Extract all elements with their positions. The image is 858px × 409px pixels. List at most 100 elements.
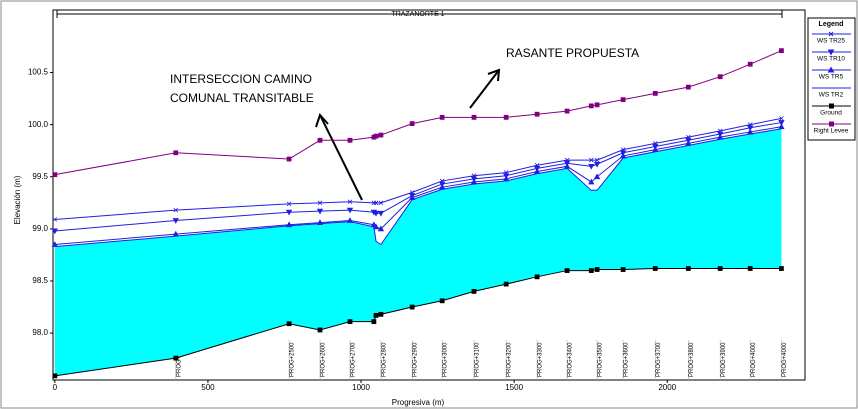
marker	[717, 266, 723, 271]
station-label: PROG+3700	[656, 342, 662, 377]
marker	[286, 321, 292, 327]
marker	[471, 289, 477, 294]
marker	[593, 161, 601, 168]
station-label: PROG+2700	[351, 342, 357, 377]
legend-label: WS TR25	[817, 38, 845, 45]
legend-marker-shape	[829, 121, 834, 127]
y-tick-label: 99.5	[32, 172, 48, 181]
station-label: PROG+3600	[624, 342, 630, 377]
legend-label: WS TR2	[819, 92, 844, 99]
marker	[373, 200, 379, 206]
marker	[371, 319, 377, 325]
marker	[588, 103, 594, 109]
x-tick-label: 0	[53, 383, 58, 392]
station-label: PROG+3500	[598, 342, 604, 377]
station-label: PROG+2500	[290, 342, 296, 377]
annotation: INTERSECCION CAMINO	[170, 72, 312, 86]
marker	[377, 225, 385, 232]
marker	[534, 274, 540, 280]
series-line	[54, 122, 782, 232]
marker	[588, 268, 594, 273]
legend-label: WS TR10	[817, 56, 845, 63]
legend-marker	[829, 121, 834, 127]
legend-label: Right Levee	[814, 128, 849, 135]
y-axis-label: Elevación (m)	[13, 175, 22, 224]
marker	[346, 207, 354, 214]
marker	[503, 281, 509, 287]
station-label: PROG+3800	[689, 342, 695, 377]
x-tick-label: 500	[201, 383, 215, 392]
station-label: PROG+2900	[413, 342, 419, 377]
marker	[317, 137, 323, 143]
station-label: PROG+2600	[321, 342, 327, 377]
legend-title: Legend	[819, 21, 844, 28]
x-tick-label: 1500	[505, 383, 523, 392]
marker	[286, 201, 292, 207]
station-label: PROG+2400	[176, 342, 182, 377]
marker	[373, 133, 379, 139]
x-tick-label: 2000	[658, 383, 676, 392]
marker	[51, 228, 59, 235]
marker	[778, 120, 785, 126]
marker	[347, 319, 353, 325]
legend-marker	[829, 103, 834, 109]
station-label: PROG+3300	[538, 342, 544, 377]
legend-label: WS TR5	[819, 74, 844, 81]
marker	[286, 156, 292, 162]
marker	[594, 157, 600, 163]
marker	[373, 312, 379, 318]
marker	[594, 267, 600, 272]
series-line	[54, 128, 782, 248]
marker	[378, 132, 384, 138]
y-tick-label: 98.0	[32, 328, 48, 337]
station-label: PROG+3100	[475, 342, 481, 377]
marker	[409, 304, 415, 310]
marker	[564, 268, 570, 273]
marker	[588, 178, 595, 185]
legend-marker-shape	[829, 103, 834, 109]
marker	[372, 223, 380, 230]
marker	[409, 121, 415, 127]
marker	[377, 210, 385, 217]
marker	[747, 266, 753, 271]
y-tick-label: 100.0	[28, 120, 49, 129]
marker	[52, 217, 58, 222]
marker	[588, 163, 595, 170]
marker	[652, 266, 658, 271]
marker	[317, 327, 323, 333]
legend-box	[807, 17, 856, 141]
marker	[378, 200, 384, 206]
marker	[594, 102, 600, 108]
marker	[593, 173, 601, 180]
station-label: PROG+3400	[568, 342, 574, 377]
marker	[588, 157, 594, 163]
series-line	[54, 50, 782, 176]
legend-marker	[828, 31, 834, 37]
station-label: PROG+3000	[443, 342, 449, 377]
marker	[685, 266, 691, 271]
marker	[439, 298, 445, 304]
marker	[347, 137, 353, 143]
water-area	[54, 128, 782, 376]
marker	[778, 123, 785, 130]
marker	[173, 207, 179, 213]
plot-area	[52, 9, 806, 381]
marker	[372, 210, 380, 217]
marker	[173, 150, 179, 156]
marker	[779, 266, 784, 271]
y-tick-label: 100.5	[28, 68, 49, 77]
marker	[378, 311, 384, 317]
marker	[52, 373, 58, 379]
marker	[439, 114, 445, 120]
marker	[173, 355, 179, 361]
arrows	[315, 68, 501, 201]
marker	[564, 108, 570, 114]
marker	[471, 114, 477, 120]
legend-marker	[827, 66, 835, 73]
legend-marker-shape	[827, 49, 835, 56]
marker	[747, 61, 753, 67]
y-tick-label: 99.0	[32, 224, 48, 233]
marker	[779, 48, 784, 54]
y-tick-label: 98.5	[32, 276, 48, 285]
